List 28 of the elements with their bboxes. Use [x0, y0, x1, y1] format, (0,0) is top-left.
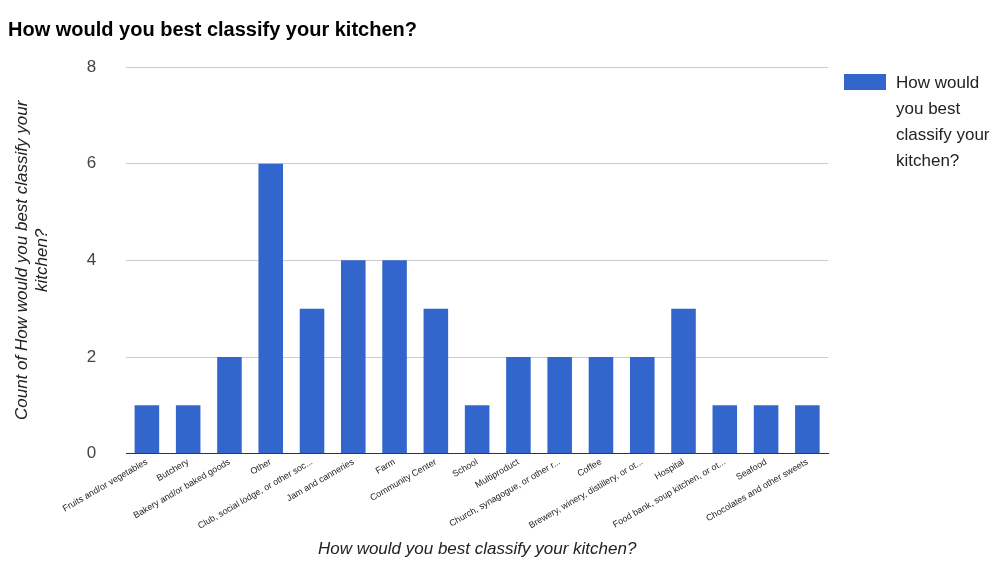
y-axis-title: Count of How would you best classify your kitchen?: [11, 99, 52, 421]
x-axis-title: How would you best classify your kitchen?: [317, 538, 637, 558]
bar: [217, 357, 242, 454]
y-tick-label: 0: [86, 443, 97, 463]
bar: [423, 308, 449, 454]
y-tick-label: 2: [86, 346, 97, 366]
legend-label: How would you best classify your kitchen?: [896, 72, 991, 172]
y-tick-label: 4: [86, 250, 97, 270]
bar: [299, 308, 325, 454]
y-tick-label: 8: [86, 56, 97, 76]
chart-title: How would you best classify your kitchen?: [8, 17, 417, 40]
bar: [506, 357, 531, 454]
bar: [795, 405, 820, 454]
bar: [258, 163, 284, 454]
bar: [753, 405, 779, 454]
bar: [464, 405, 490, 454]
bar: [588, 357, 614, 454]
bar: [547, 357, 572, 454]
bar: [712, 405, 738, 454]
bar: [341, 260, 366, 454]
x-tick-label: Other: [248, 456, 273, 477]
x-tick-label: Farm: [373, 456, 397, 476]
bar: [629, 357, 655, 454]
bar: [175, 405, 201, 454]
bar: [671, 308, 696, 454]
y-tick-label: 6: [86, 153, 97, 173]
bar: [134, 405, 160, 454]
bar: [382, 260, 407, 454]
